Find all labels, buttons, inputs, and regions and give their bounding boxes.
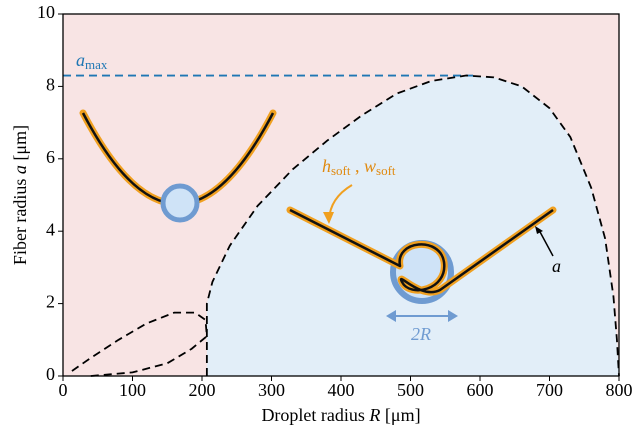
amax-base: a <box>76 50 85 70</box>
x-tick-label: 800 <box>606 380 633 400</box>
curve <box>205 74 620 377</box>
y-axis-label-part: [μm] <box>10 125 30 165</box>
y-axis-label: Fiber radius a [μm] <box>10 125 30 265</box>
x-tick-label: 200 <box>189 380 216 400</box>
y-axis-label-part: Fiber radius <box>10 174 30 265</box>
illustration <box>386 310 396 322</box>
y-axis-label-part: a <box>10 165 30 174</box>
y-tick-label: 6 <box>46 147 55 167</box>
y-tick-label: 4 <box>46 219 55 239</box>
y-tick-label: 2 <box>46 292 55 312</box>
illustration <box>448 310 458 322</box>
x-tick-label: 600 <box>467 380 494 400</box>
annotation: a <box>552 256 561 276</box>
annotation: 2R <box>411 324 431 344</box>
illustration <box>289 208 554 294</box>
hw-sub: soft <box>376 163 396 178</box>
illustration <box>535 226 543 234</box>
annotation: hsoft , wsoft <box>322 156 396 178</box>
curve <box>69 311 208 377</box>
x-axis-label-part: R <box>368 405 380 425</box>
x-tick-label: 300 <box>258 380 285 400</box>
x-axis-label-part: Droplet radius <box>261 405 369 425</box>
y-tick-label: 10 <box>37 2 55 22</box>
illustration <box>538 229 554 257</box>
illustration <box>160 183 200 223</box>
hw-base: w <box>364 156 376 176</box>
illustration <box>323 212 334 224</box>
x-axis-label: Droplet radius R [μm] <box>261 405 420 425</box>
y-tick-label: 8 <box>46 75 55 95</box>
x-axis-label-part: [μm] <box>380 405 420 425</box>
x-tick-label: 500 <box>397 380 424 400</box>
hw-sub: soft <box>331 163 351 178</box>
amax-sub: max <box>85 57 108 72</box>
y-tick-label: 0 <box>46 364 55 384</box>
x-tick-label: 400 <box>328 380 355 400</box>
annotation: amax <box>76 50 108 72</box>
x-tick-label: 100 <box>119 380 146 400</box>
region-fill <box>206 75 620 376</box>
hw-base: h <box>322 156 331 176</box>
x-tick-label: 0 <box>59 380 68 400</box>
x-tick-label: 700 <box>536 380 563 400</box>
hw-base: , <box>351 156 365 176</box>
